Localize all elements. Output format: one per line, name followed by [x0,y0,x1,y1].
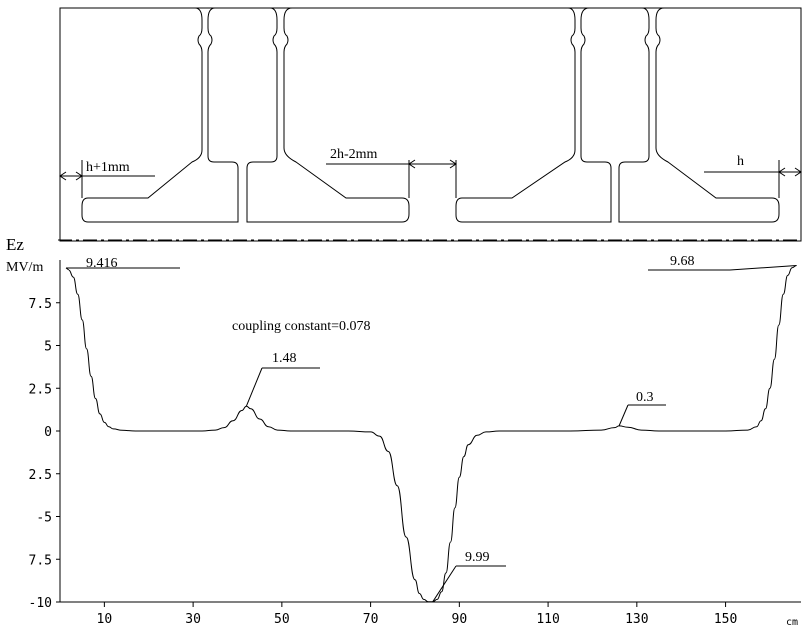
y-tick-label: -5 [36,511,52,526]
y-axis-label: Ez [6,235,24,254]
y-tick-label: -10 [29,596,52,611]
dimension-right: h [704,154,802,198]
y-tick-label: 7.5 [29,553,52,568]
dimension-right-label: h [737,154,744,169]
dimension-middle-label: 2h-2mm [330,147,378,162]
y-tick-label: 5 [44,340,52,355]
y-tick-label: 2.5 [29,468,52,483]
annotation-pointer [432,565,457,603]
annotation-label: 9.68 [670,254,695,269]
annotation-label: 9.416 [86,256,118,271]
x-ticks: 10 30 50 70 90 110 130 150 [97,602,737,627]
dimension-left-label: h+1mm [86,160,130,175]
cavity-wall-3 [292,7,612,223]
series-line [68,265,797,603]
annotation-label: 1.48 [272,351,297,366]
y-ticks: 7.5 5 2.5 0 2.5 -5 7.5 -10 [29,297,60,611]
x-axis-unit: cm [786,617,798,628]
chart: Ez MV/m cm 7.5 5 2.5 0 2.5 -5 7.5 -10 10 30 50 70 9… [6,235,801,628]
x-tick-label: 150 [714,612,737,627]
annotation-pointer [65,267,70,271]
cavity-diagram: h+1mm 2h-2mm h [58,7,802,242]
cavity-wall-2 [215,7,410,223]
x-tick-label: 130 [625,612,648,627]
y-axis-unit: MV/m [6,260,43,275]
annotation-label: 0.3 [636,390,654,405]
diagram-frame [59,7,802,242]
x-tick-label: 110 [536,612,559,627]
y-tick-label: 2.5 [29,382,52,397]
y-tick-label: 7.5 [29,297,52,312]
annotations: coupling constant=0.078 9.416 1.48 9.99 0.3 9… [65,254,797,603]
dimension-left: h+1mm [59,160,155,198]
x-tick-label: 70 [363,612,379,627]
dimension-middle: 2h-2mm [326,147,457,198]
annotation-label: coupling constant=0.078 [232,319,371,334]
annotation-label: 9.99 [465,550,490,565]
cavity-wall-4 [589,7,801,223]
x-tick-label: 50 [274,612,290,627]
annotation-pointer [729,264,797,271]
cavity-wall-1 [60,7,239,223]
x-tick-label: 10 [97,612,113,627]
annotation-pointer [245,367,263,407]
x-tick-label: 30 [185,612,201,627]
x-tick-label: 90 [452,612,468,627]
annotation-pointer [618,404,629,427]
y-tick-label: 0 [44,425,52,440]
